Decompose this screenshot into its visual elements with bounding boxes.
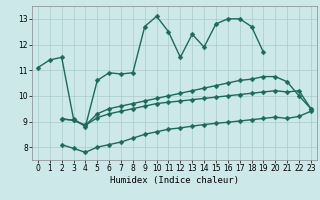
X-axis label: Humidex (Indice chaleur): Humidex (Indice chaleur) [110, 176, 239, 185]
